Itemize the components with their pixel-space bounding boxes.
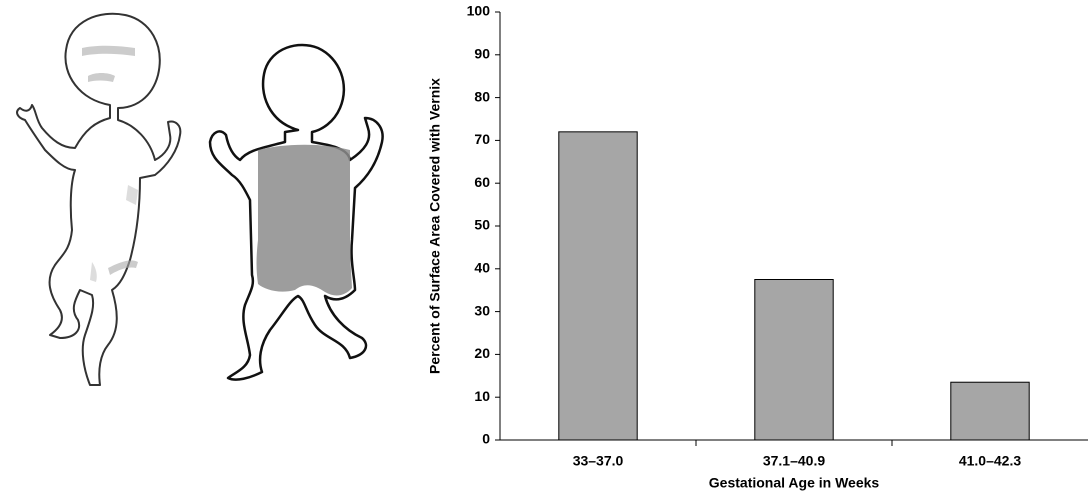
y-tick-label: 10	[474, 388, 490, 404]
y-tick-label: 30	[474, 302, 490, 318]
bar	[559, 132, 637, 440]
x-tick-label: 37.1–40.9	[763, 453, 825, 469]
y-tick-label: 60	[474, 174, 490, 190]
chart: Percent of Surface Area Covered with Ver…	[0, 0, 1088, 497]
y-tick-label: 50	[474, 217, 490, 233]
illustration-preterm	[17, 14, 180, 385]
y-tick-label: 0	[482, 431, 490, 447]
x-axis-title: Gestational Age in Weeks	[709, 475, 880, 491]
y-tick-label: 100	[467, 3, 491, 19]
y-tick-label: 20	[474, 345, 490, 361]
y-axis-title: Percent of Surface Area Covered with Ver…	[427, 78, 443, 374]
y-tick-label: 90	[474, 46, 490, 62]
x-tick-label: 33–37.0	[573, 453, 624, 469]
illustration-term	[210, 45, 383, 380]
y-tick-label: 70	[474, 131, 490, 147]
y-tick-label: 80	[474, 88, 490, 104]
bar	[755, 280, 833, 441]
bar	[951, 382, 1029, 440]
x-tick-label: 41.0–42.3	[959, 453, 1021, 469]
y-tick-label: 40	[474, 260, 490, 276]
